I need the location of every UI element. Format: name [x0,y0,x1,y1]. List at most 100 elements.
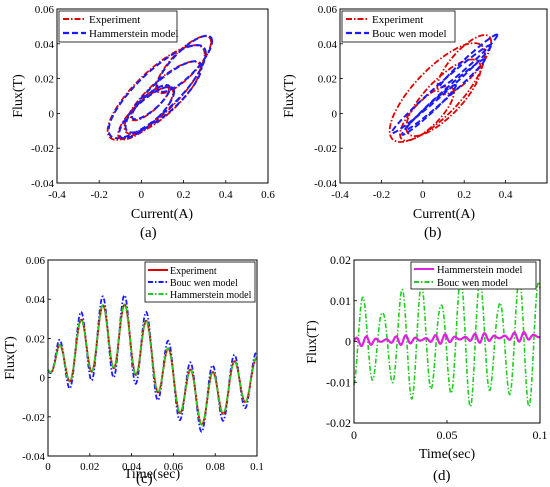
panel-a-ytick-label: 0 [49,108,55,120]
panel-c-ytick-label: 0 [40,373,46,385]
panel-d-xlabel: Time(sec) [419,447,476,462]
panel-c-xlabel: Time(sec) [124,467,181,482]
panel-b-experiment-loop [388,42,486,143]
panel-a-legend-experiment: Experiment [89,14,140,26]
panel-b: -0.4 -0.2 0 0.2 0.4 -0.04 -0.02 0 0.02 0.04 0.06 C… [282,4,548,241]
panel-c-ytick-label: 0.04 [26,294,46,306]
panel-b-xtick-label: 0.2 [457,189,471,201]
panel-c-label: (c) [136,471,153,487]
panel-b-model-loop [390,44,493,135]
panel-d-ytick-label: -0.01 [326,375,351,389]
panel-d-xtick-label: 0.05 [437,428,458,442]
panel-c-ylabel: Flux(T) [3,336,18,380]
panel-d-legend: Hammerstein model Bouc wen model [410,261,537,290]
panel-a-loops [106,34,214,141]
panel-c-xtick-label: 0.06 [164,461,184,473]
panel-a-axes-box [56,8,269,184]
panel-a-xtick-label: 0 [139,189,145,201]
panel-b-ylabel: Flux(T) [282,74,297,118]
panel-b-label: (b) [424,225,442,241]
panel-d-ytick-label: -0.02 [326,416,351,430]
panel-b-model-loop [438,33,499,89]
panel-d-xtick-label: 0 [351,428,357,442]
panel-c-hammerstein-line [47,303,258,426]
panel-a-xlabel: Current(A) [131,207,194,222]
panel-d: 0 0.05 0.1 -0.02 -0.01 0 0.01 0.02 Time(sec) Fl… [305,253,548,484]
panel-d-ytick-label: 0 [345,335,351,349]
panel-b-xtick-label: -0.2 [373,189,390,201]
panel-a-experiment-loop [155,35,212,95]
panel-c-legend-experiment: Experiment [170,266,217,277]
panel-c-legend-hammerstein: Hammerstein model [170,290,252,301]
panel-d-ytick-label: 0.01 [330,294,351,308]
panel-a-label: (a) [140,225,157,241]
panel-b-xtick-label: 0.4 [499,189,513,201]
panel-c-boucwen-line [47,294,258,433]
panel-d-ticks: 0 0.05 0.1 -0.02 -0.01 0 0.01 0.02 [326,253,548,442]
panel-a-ytick-label: 0.06 [35,4,55,16]
panel-d-legend-boucwen: Bouc wen model [437,278,508,289]
panel-a-ytick-label: 0.04 [35,39,55,51]
panel-b-model-loop [401,84,457,136]
panel-c-xtick-label: 0.02 [80,461,99,473]
panel-d-label: (d) [433,468,451,484]
panel-d-legend-hammerstein: Hammerstein model [437,265,523,276]
panel-c-ytick-label: -0.02 [22,412,45,424]
panel-b-ticks: -0.4 -0.2 0 0.2 0.4 -0.04 -0.02 0 0.02 0.04 0.06 [314,4,513,201]
panel-b-ytick-label: 0.06 [318,4,338,16]
panel-c-xtick-label: 0.04 [122,461,142,473]
panel-a-legend-model: Hammerstein model [89,28,179,40]
panel-d-ytick-label: 0.02 [330,253,351,267]
panel-c-legend-boucwen: Bouc wen model [170,278,238,289]
panel-c-legend: Experiment Bouc wen model Hammerstein mo… [144,261,256,303]
panel-b-experiment-loop [399,85,455,142]
panel-b-loops [388,33,499,143]
panel-c-xtick-label: 0 [45,461,51,473]
panel-c-axes-box [47,259,258,457]
panel-d-boucwen-error-line [353,277,541,408]
panel-c-ytick-label: -0.04 [22,451,45,463]
panel-c: 0 0.02 0.04 0.06 0.08 0.1 -0.04 -0.02 0 0.02 0.04 0… [3,255,264,487]
panel-d-xtick-label: 0.1 [533,428,548,442]
panel-a-xtick-label: 0.6 [261,189,275,201]
panel-d-series [353,277,541,408]
panel-a-model-loop [130,84,171,121]
panel-a-ytick-label: 0.02 [35,74,54,86]
panel-b-ytick-label: 0 [332,108,338,120]
panel-a-model-loop [156,34,214,93]
panel-a-xtick-label: -0.4 [48,189,66,201]
panel-a-ylabel: Flux(T) [11,74,26,118]
panel-d-ylabel: Flux(T) [305,320,320,364]
panel-a-ytick-label: -0.02 [31,143,54,155]
panel-b-xtick-label: 0 [420,189,426,201]
panel-a-xtick-label: 0.2 [177,189,191,201]
panel-c-ticks: 0 0.02 0.04 0.06 0.08 0.1 -0.04 -0.02 0 0.02 0.04 0… [22,255,264,473]
panel-b-legend-model: Bouc wen model [372,28,447,40]
panel-b-legend-experiment: Experiment [372,14,423,26]
panel-c-ytick-label: 0.02 [26,333,45,345]
panel-a-experiment-loop [106,44,206,141]
panel-a-xtick-label: -0.2 [90,189,107,201]
panel-b-ytick-label: -0.04 [314,178,337,190]
panel-a-experiment-loop [123,60,202,135]
panel-a-xtick-label: 0.4 [219,189,233,201]
panel-c-ytick-label: 0.06 [26,255,46,267]
panel-b-legend: Experiment Bouc wen model [341,10,456,43]
panel-d-hammerstein-error-line [353,331,541,348]
panel-b-xtick-label: -0.4 [331,189,349,201]
panel-b-ytick-label: 0.04 [318,39,338,51]
panel-c-series [47,294,258,433]
panel-b-ytick-label: -0.02 [314,143,337,155]
panel-c-xtick-label: 0.1 [250,461,264,473]
panel-b-ytick-label: 0.02 [318,74,337,86]
panel-a-model-loop [124,60,203,134]
panel-b-axes-box [339,8,548,184]
panel-b-xlabel: Current(A) [413,207,476,222]
panel-a-ticks: -0.4 -0.2 0 0.2 0.4 0.6 -0.04 -0.02 0 0.02 0.04 0.0… [31,4,275,201]
panel-a-ytick-label: -0.04 [31,178,54,190]
panel-b-model-loop [405,58,486,131]
panel-a: -0.4 -0.2 0 0.2 0.4 0.6 -0.04 -0.02 0 0.02 0.04 0.0… [11,4,275,241]
panel-a-legend: Experiment Hammerstein model [58,10,179,43]
panel-c-xtick-label: 0.08 [206,461,226,473]
